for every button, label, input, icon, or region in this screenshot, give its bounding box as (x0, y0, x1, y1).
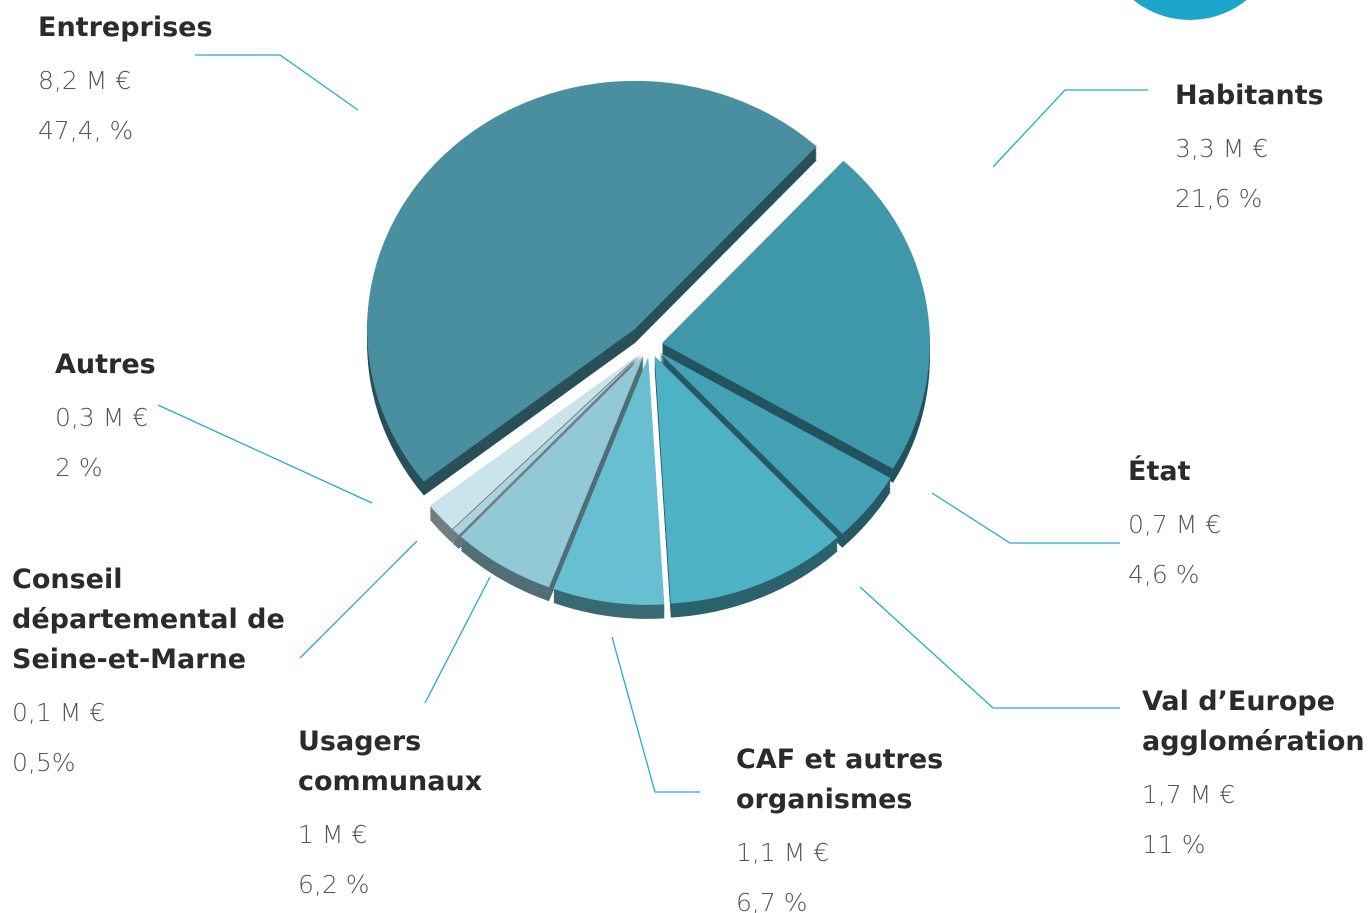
amount-label: 0,1 M € (12, 698, 106, 727)
value-label: 21,6 % (1175, 184, 1263, 213)
category-name: État (1128, 456, 1191, 487)
amount-label: 1 M € (298, 820, 368, 849)
slice (367, 80, 817, 482)
value-label: 47,4, % (38, 116, 134, 145)
amount-label: 3,3 M € (1175, 134, 1269, 163)
leader-line (424, 576, 491, 704)
slice (460, 355, 644, 588)
decor-circle (1133, 0, 1247, 20)
slice-label: Entreprises 8,2 M € 47,4, % (38, 8, 338, 156)
category-name: CAF et autres organismes (736, 744, 944, 815)
amount-label: 0,3 M € (55, 403, 149, 432)
slice-label: Conseil départemental de Seine-et-Marne 0… (12, 560, 312, 788)
leader-line (195, 54, 359, 111)
category-name: Conseil départemental de Seine-et-Marne (12, 564, 285, 675)
slice (654, 356, 838, 604)
amount-label: 0,7 M € (1128, 510, 1222, 539)
leader-line (992, 89, 1148, 168)
leader-line (299, 540, 418, 659)
value-label: 4,6 % (1128, 560, 1200, 589)
amount-label: 1,1 M € (736, 838, 830, 867)
value-label: 11 % (1142, 830, 1206, 859)
leader-lines (157, 54, 1148, 793)
category-name: Autres (55, 349, 156, 380)
value-label: 6,7 % (736, 888, 808, 913)
slice-label: Autres 0,3 M € 2 % (55, 345, 255, 493)
slice-label: État 0,7 M € 4,6 % (1128, 452, 1328, 600)
slice-label: Habitants 3,3 M € 21,6 % (1175, 76, 1365, 224)
category-name: Val d’Europe agglomération (1142, 686, 1365, 757)
category-name: Entreprises (38, 12, 213, 43)
slice-label: Val d’Europe agglomération 1,7 M € 11 % (1142, 682, 1370, 870)
leader-line (859, 586, 1120, 709)
leader-line (931, 492, 1120, 544)
slice (661, 160, 930, 469)
value-label: 6,2 % (298, 870, 370, 899)
slice (429, 352, 642, 529)
slice-label: CAF et autres organismes 1,1 M € 6,7 % (736, 740, 976, 913)
slice (452, 353, 642, 536)
value-label: 2 % (55, 453, 103, 482)
slice-label: Usagers communaux 1 M € 6,2 % (298, 722, 518, 910)
leader-line (157, 404, 373, 504)
category-name: Habitants (1175, 80, 1324, 111)
amount-label: 8,2 M € (38, 66, 132, 95)
pie (367, 80, 930, 619)
value-label: 0,5% (12, 748, 76, 777)
category-name: Usagers communaux (298, 726, 483, 797)
amount-label: 1,7 M € (1142, 780, 1236, 809)
slice (659, 352, 891, 534)
leader-line (611, 636, 700, 793)
slice (553, 356, 665, 605)
